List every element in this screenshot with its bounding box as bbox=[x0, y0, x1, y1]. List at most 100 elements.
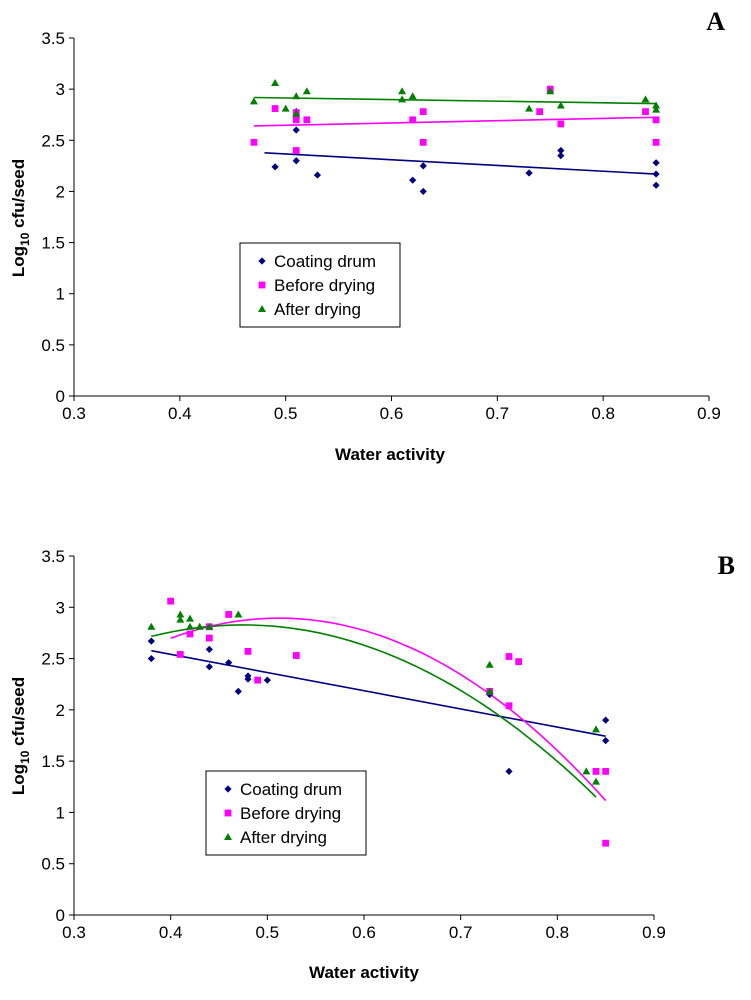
y-axis-title-log-b: Log bbox=[9, 764, 28, 795]
panel-label-b: B bbox=[718, 551, 735, 580]
x-tick-label-b: 0.4 bbox=[159, 923, 183, 942]
data-point-coating-drum-a bbox=[652, 159, 660, 167]
x-tick-label-a: 0.6 bbox=[380, 404, 404, 423]
data-point-after-drying-a bbox=[271, 79, 280, 87]
legend-label-before-drying-b: Before drying bbox=[240, 804, 341, 823]
data-point-after-drying-b bbox=[205, 622, 214, 630]
legend-b: Coating drum Before drying After drying bbox=[205, 770, 367, 856]
data-point-coating-drum-a bbox=[419, 187, 427, 196]
y-tick-label-b: 0 bbox=[56, 906, 65, 925]
data-point-coating-drum-a bbox=[292, 157, 300, 165]
data-point-before-drying-a bbox=[409, 116, 417, 124]
legend-box-b bbox=[205, 770, 367, 856]
data-point-coating-drum-b bbox=[147, 637, 155, 645]
chart-panel-b: B 0.3 0.4 0.5 0.6 0.7 0.8 0.900.511.522.533.5 … bbox=[9, 547, 735, 982]
data-point-after-drying-a bbox=[302, 87, 311, 95]
data-point-after-drying-b bbox=[176, 610, 185, 618]
y-tick-label-b: 2.5 bbox=[41, 650, 65, 669]
data-point-before-drying-b bbox=[515, 658, 523, 666]
data-point-coating-drum-b bbox=[602, 716, 610, 724]
x-tick-label-b: 0.7 bbox=[449, 923, 473, 942]
legend-label-before-drying-a: Before drying bbox=[274, 276, 375, 295]
y-axis-title-a: Log10 cfu/seed bbox=[9, 159, 32, 277]
data-point-after-drying-b bbox=[176, 615, 185, 623]
legend-marker-coating-drum-b bbox=[224, 785, 232, 793]
data-point-before-drying-b bbox=[292, 652, 300, 659]
x-tick-label-b: 0.8 bbox=[546, 923, 570, 942]
legend-marker-after-drying-a bbox=[258, 305, 266, 312]
legend-a: Coating drum Before drying After drying bbox=[239, 242, 401, 328]
trendline-after-drying-a bbox=[253, 96, 657, 105]
data-point-coating-drum-a bbox=[557, 152, 565, 160]
legend-marker-after-drying-b bbox=[224, 833, 232, 840]
data-point-coating-drum-a bbox=[557, 146, 565, 155]
data-point-before-drying-a bbox=[652, 116, 660, 124]
data-point-before-drying-a bbox=[652, 138, 660, 146]
legend-marker-before-drying-b bbox=[224, 809, 232, 817]
y-tick-label-a: 0 bbox=[56, 387, 65, 406]
data-point-before-drying-b bbox=[505, 653, 513, 660]
x-tick-label-a: 0.9 bbox=[697, 404, 721, 423]
data-point-coating-drum-a bbox=[271, 163, 279, 171]
legend-box-a bbox=[239, 242, 401, 328]
y-tick-label-a: 3 bbox=[56, 80, 65, 99]
data-point-before-drying-a bbox=[292, 116, 300, 124]
x-tick-label-a: 0.8 bbox=[591, 404, 615, 423]
data-point-before-drying-a bbox=[642, 108, 649, 116]
x-tick-label-b: 0.6 bbox=[352, 923, 376, 942]
trendline-coating-drum-a bbox=[264, 152, 657, 175]
x-tick-label-a: 0.3 bbox=[62, 404, 86, 423]
data-point-coating-drum-a bbox=[652, 170, 660, 178]
data-point-after-drying-b bbox=[195, 622, 204, 630]
legend-label-after-drying-b: After drying bbox=[240, 828, 327, 847]
data-point-after-drying-b bbox=[147, 622, 156, 630]
data-point-before-drying-b bbox=[205, 634, 213, 642]
data-point-coating-drum-a bbox=[525, 169, 533, 177]
data-point-coating-drum-b bbox=[234, 687, 242, 695]
data-point-coating-drum-b bbox=[505, 767, 513, 775]
legend-label-after-drying-a: After drying bbox=[274, 300, 361, 319]
y-tick-label-b: 1 bbox=[56, 803, 65, 822]
y-tick-label-a: 2 bbox=[56, 182, 65, 201]
y-axis-title-b: Log10 cfu/seed bbox=[9, 677, 32, 795]
legend-marker-before-drying-a bbox=[258, 281, 266, 289]
data-point-coating-drum-b bbox=[205, 663, 213, 671]
y-axis-title-unit-b: cfu/seed bbox=[9, 677, 28, 751]
data-point-after-drying-a bbox=[408, 92, 417, 100]
data-point-coating-drum-b bbox=[602, 737, 610, 745]
y-tick-label-a: 1 bbox=[56, 285, 65, 304]
data-point-coating-drum-a bbox=[419, 162, 427, 170]
y-tick-label-b: 2 bbox=[56, 701, 65, 720]
data-point-before-drying-b bbox=[505, 702, 513, 710]
x-tick-label-b: 0.9 bbox=[642, 923, 666, 942]
data-point-before-drying-b bbox=[602, 839, 610, 847]
data-point-before-drying-b bbox=[225, 611, 233, 618]
trendline-after-drying-b bbox=[151, 624, 597, 798]
data-point-coating-drum-b bbox=[205, 645, 213, 653]
data-point-before-drying-b bbox=[186, 630, 194, 638]
data-point-after-drying-a bbox=[556, 101, 565, 109]
data-point-before-drying-b bbox=[176, 651, 184, 658]
data-point-after-drying-a bbox=[281, 104, 290, 112]
y-tick-label-a: 1.5 bbox=[41, 234, 65, 253]
data-point-after-drying-a bbox=[652, 105, 661, 113]
data-point-before-drying-a bbox=[271, 105, 279, 112]
data-point-after-drying-b bbox=[582, 767, 591, 775]
y-tick-label-b: 3.5 bbox=[41, 547, 65, 566]
trendline-coating-drum-b bbox=[151, 649, 606, 737]
x-tick-label-b: 0.3 bbox=[62, 923, 86, 942]
data-point-before-drying-a bbox=[419, 138, 427, 146]
x-axis-title-a: Water activity bbox=[335, 445, 445, 464]
data-point-after-drying-a bbox=[641, 95, 650, 103]
data-point-after-drying-b bbox=[592, 777, 600, 785]
data-point-after-drying-a bbox=[525, 104, 534, 112]
data-point-after-drying-b bbox=[485, 660, 494, 668]
data-point-after-drying-a bbox=[292, 109, 301, 117]
y-tick-label-a: 0.5 bbox=[41, 336, 65, 355]
y-axis-title-unit-a: cfu/seed bbox=[9, 159, 28, 233]
data-point-coating-drum-a bbox=[313, 171, 322, 179]
panel-label-a: A bbox=[706, 7, 725, 36]
x-tick-label-a: 0.7 bbox=[486, 404, 510, 423]
data-point-after-drying-a bbox=[292, 92, 301, 100]
